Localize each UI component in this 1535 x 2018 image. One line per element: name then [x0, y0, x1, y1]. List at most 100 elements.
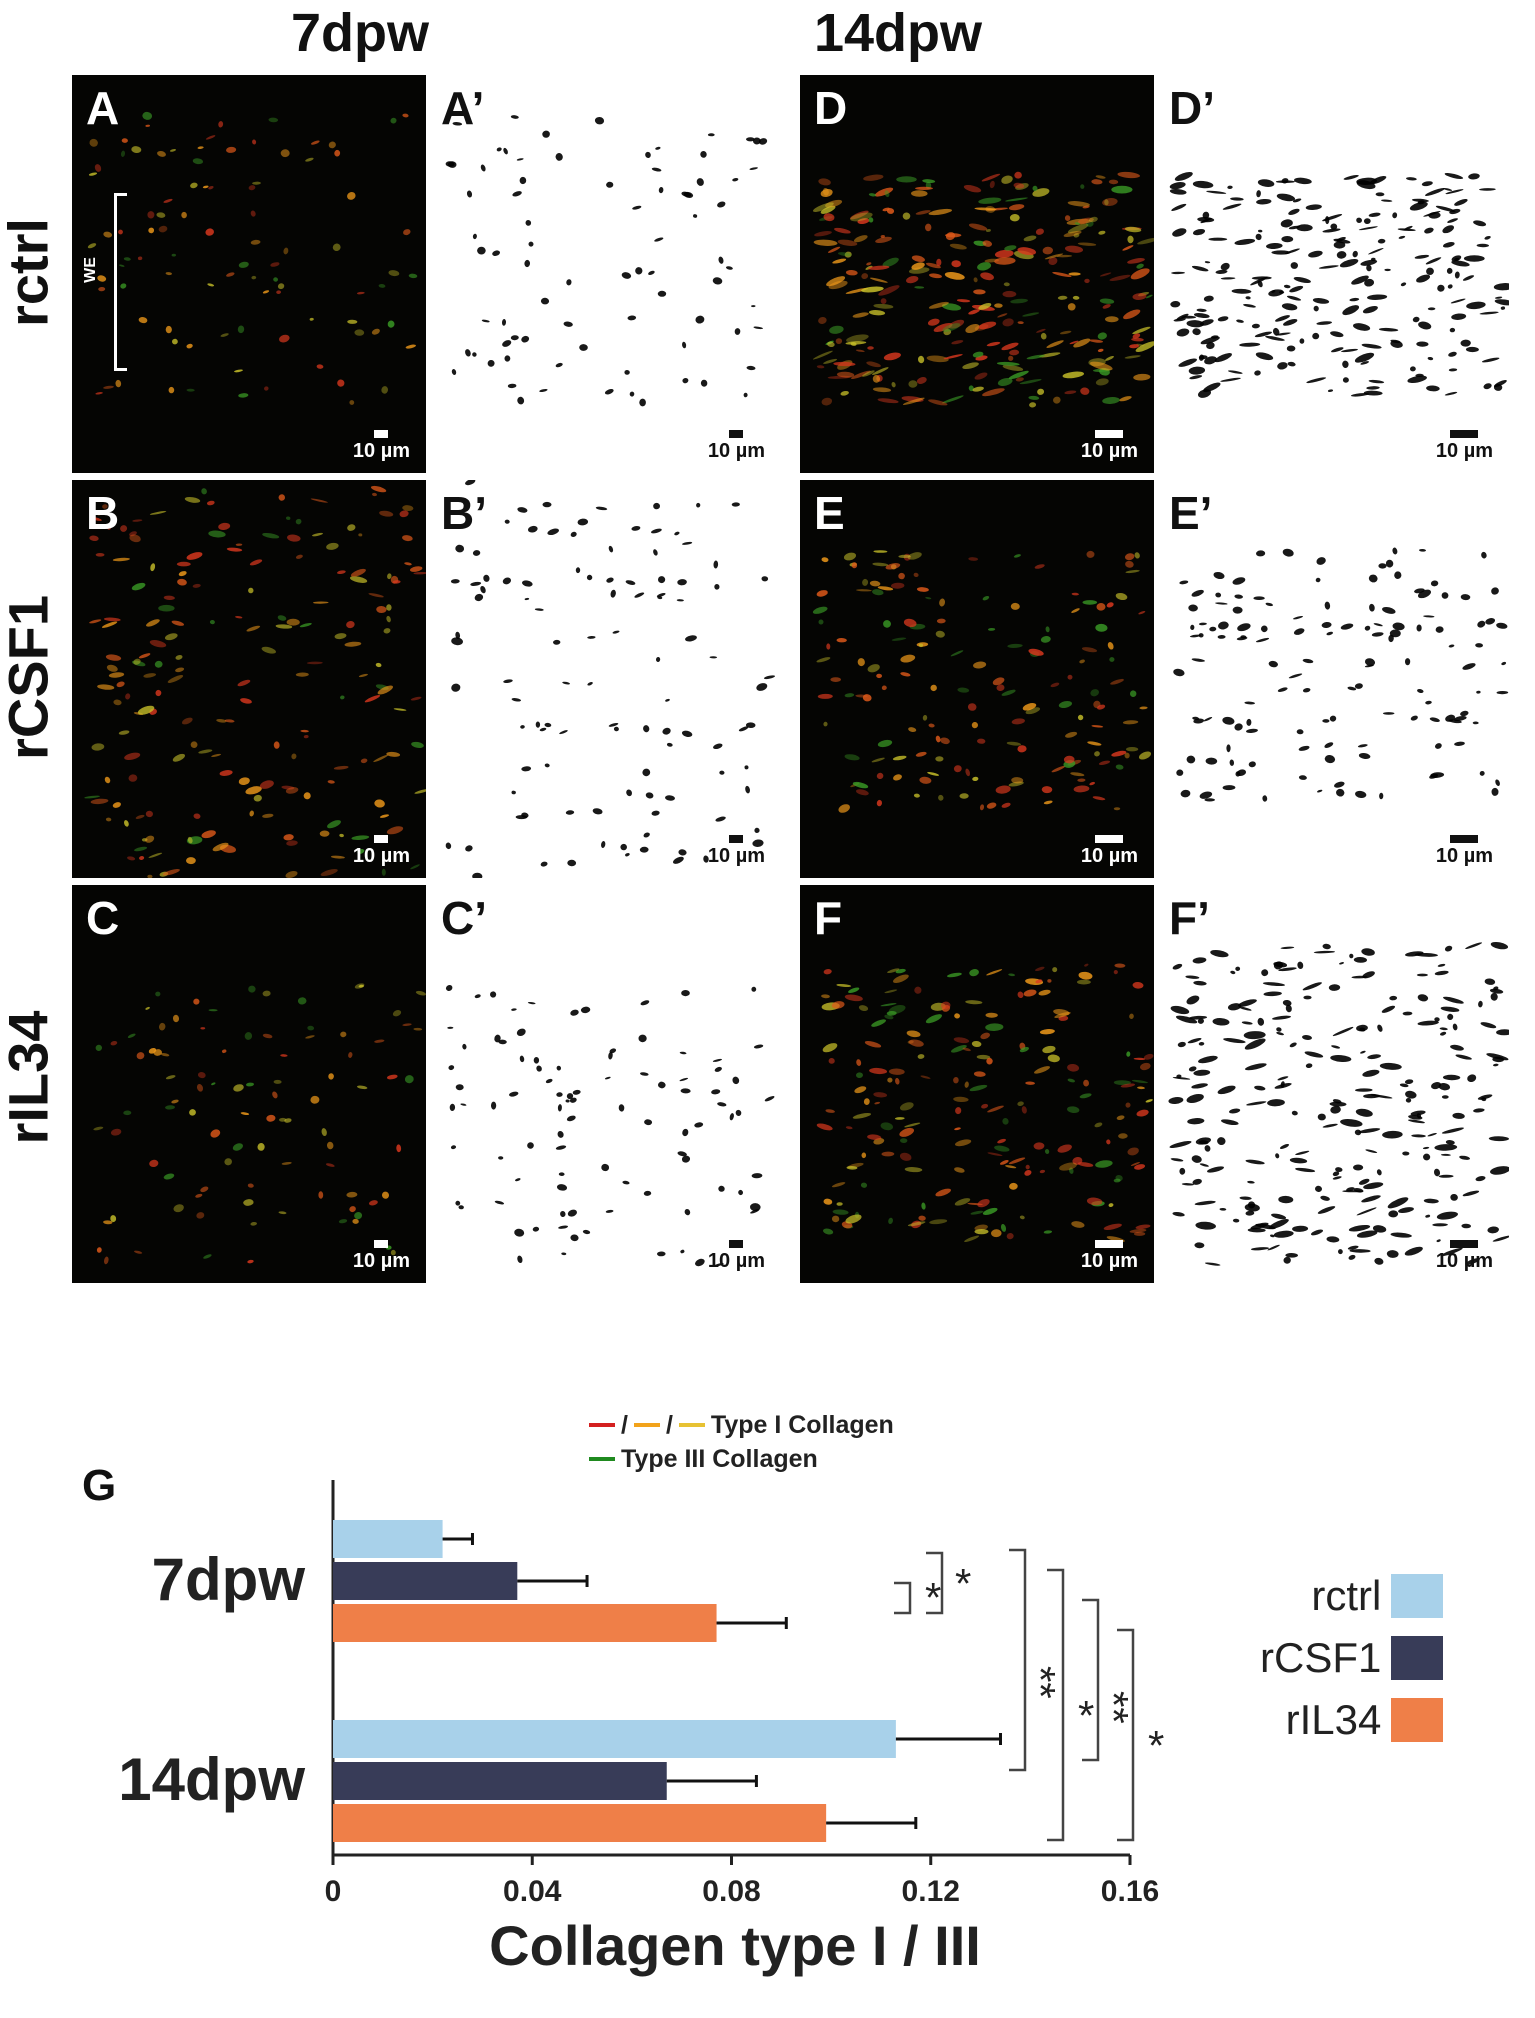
legend-label-ril34: rIL34	[1285, 1696, 1382, 1743]
scale-bar-line	[1450, 430, 1479, 438]
we-bracket	[114, 193, 127, 371]
we-bracket-label: WE	[81, 257, 99, 283]
category-label: 14dpw	[118, 1746, 305, 1813]
micrograph-texture	[445, 115, 768, 407]
panel-label: B’	[441, 487, 487, 539]
panel-label: C	[86, 892, 120, 944]
scale-bar-text: 10 µm	[707, 845, 765, 867]
scale-bar: 10 µm	[1081, 430, 1138, 463]
legend-swatch-rcsf1	[1391, 1636, 1444, 1680]
significance-bracket	[1117, 1628, 1135, 1842]
scale-bar: 10 µm	[353, 430, 410, 463]
scale-bar: 10 µm	[1081, 835, 1138, 868]
scale-bar-text: 10 µm	[352, 845, 410, 867]
chart-legend: rctrl rCSF1 rIL34	[1260, 1568, 1444, 1754]
legend-sep-1: /	[621, 1410, 628, 1439]
panel-e-prime: E’ 10 µm	[1155, 480, 1509, 878]
legend-item-rctrl: rctrl	[1260, 1568, 1444, 1624]
column-header-7dpw: 7dpw	[290, 3, 429, 63]
x-axis-label: Collagen type I / III	[489, 1914, 981, 1977]
bar-rcsf1-14dpw	[333, 1762, 667, 1800]
panel-label: D’	[1169, 82, 1215, 134]
legend-sep-2: /	[665, 1410, 673, 1439]
significance-label: *	[1078, 1692, 1094, 1739]
micrograph-texture	[93, 983, 426, 1265]
panel-d-prime: D’ 10 µm	[1155, 75, 1509, 473]
panel-c: C 10 µm	[72, 885, 426, 1283]
legend-swatch-ril34	[1391, 1698, 1444, 1742]
scale-bar: 10 µm	[1436, 1240, 1493, 1273]
x-tick-label: 0	[325, 1875, 342, 1908]
bar-ril34-7dpw	[333, 1604, 717, 1642]
micrograph-texture	[445, 480, 776, 878]
scale-bar-line	[374, 430, 389, 438]
significance-label: **	[1017, 1666, 1064, 1699]
category-label: 7dpw	[152, 1546, 306, 1613]
scale-bar-line	[729, 835, 744, 843]
scale-bar: 10 µm	[708, 430, 765, 463]
micrograph-texture	[1173, 547, 1509, 802]
x-tick-label: 0.12	[902, 1875, 960, 1908]
panel-f: F 10 µm	[800, 885, 1154, 1283]
scale-bar: 10 µm	[1081, 1240, 1138, 1273]
row-header-rcsf1: rCSF1	[0, 595, 60, 760]
panel-label: F’	[1169, 892, 1210, 944]
scale-bar-line	[729, 1240, 744, 1248]
micrograph-texture	[812, 550, 1152, 813]
scale-bar-line	[729, 430, 744, 438]
significance-bracket	[894, 1581, 912, 1615]
stain-legend: / / Type I Collagen Type III Collagen	[583, 1408, 894, 1476]
type3-legend-row: Type III Collagen	[583, 1442, 894, 1476]
panel-d: D 10 µm	[800, 75, 1154, 473]
yellow-swatch	[678, 1423, 705, 1427]
panel-label: C’	[441, 892, 487, 944]
significance-label: **	[1090, 1691, 1137, 1724]
chart-panel-label: G	[82, 1461, 116, 1510]
bar-rctrl-14dpw	[333, 1720, 896, 1758]
significance-label: *	[955, 1560, 971, 1607]
scale-bar-text: 10 µm	[707, 1250, 765, 1272]
significance-bracket	[926, 1551, 944, 1615]
type3-label: Type III Collagen	[621, 1444, 818, 1473]
scale-bar-text: 10 µm	[1080, 845, 1138, 867]
scale-bar-text: 10 µm	[1080, 1250, 1138, 1272]
red-swatch	[589, 1423, 615, 1427]
row-header-ril34: rIL34	[0, 1010, 60, 1145]
micrograph-texture	[84, 485, 426, 878]
micrograph-texture	[812, 171, 1154, 408]
bar-ril34-14dpw	[333, 1804, 827, 1842]
micrograph-texture	[87, 111, 418, 405]
legend-label-rcsf1: rCSF1	[1260, 1634, 1382, 1681]
green-swatch	[589, 1457, 615, 1461]
panel-label: D	[814, 82, 848, 134]
orange-swatch	[633, 1423, 660, 1427]
scale-bar-line	[1450, 1240, 1479, 1248]
legend-swatch-rctrl	[1391, 1574, 1444, 1618]
legend-item-rcsf1: rCSF1	[1260, 1630, 1444, 1686]
panel-c-prime: C’ 10 µm	[427, 885, 781, 1283]
scale-bar-line	[1095, 835, 1124, 843]
panel-a: A WE 10 µm	[72, 75, 426, 473]
micrograph-texture	[1168, 941, 1509, 1266]
significance-label: *	[1148, 1722, 1164, 1769]
bar-rctrl-7dpw	[333, 1520, 443, 1558]
panel-b-prime: B’ 10 µm	[427, 480, 781, 878]
panel-f-prime: F’ 10 µm	[1155, 885, 1509, 1283]
scale-bar-text: 10 µm	[352, 1250, 410, 1272]
panel-label: B	[86, 487, 120, 539]
scale-bar-line	[374, 835, 389, 843]
scale-bar: 10 µm	[1436, 430, 1493, 463]
panel-label: E	[814, 487, 845, 539]
micrograph-texture	[445, 985, 775, 1267]
significance-bracket	[1047, 1568, 1065, 1842]
x-tick-label: 0.16	[1101, 1875, 1159, 1908]
micrograph-texture	[1169, 172, 1509, 398]
bar-rcsf1-7dpw	[333, 1562, 518, 1600]
type1-label: Type I Collagen	[710, 1410, 894, 1439]
scale-bar-text: 10 µm	[1435, 845, 1493, 867]
significance-bracket	[1082, 1598, 1100, 1762]
panel-label: F	[814, 892, 843, 944]
scale-bar-line	[1095, 1240, 1124, 1248]
type1-legend-row: / / Type I Collagen	[583, 1408, 894, 1442]
scale-bar: 10 µm	[708, 1240, 765, 1273]
